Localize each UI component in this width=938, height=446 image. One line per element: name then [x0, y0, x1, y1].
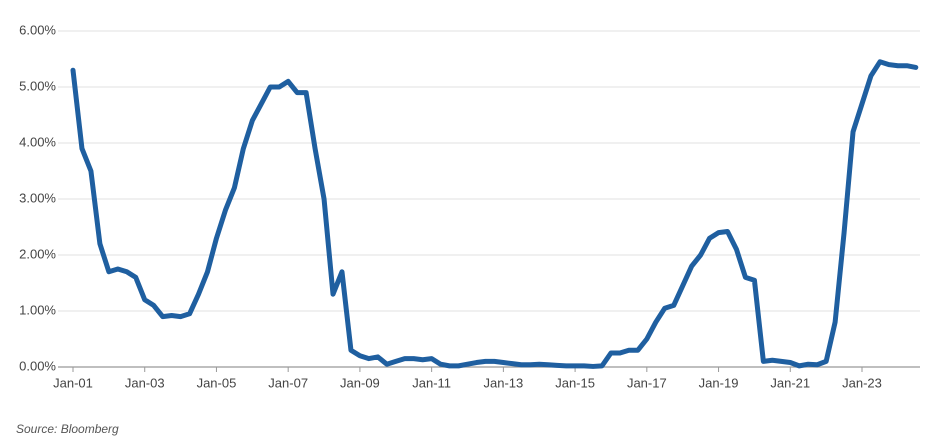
x-tick-label: Jan-09: [340, 375, 380, 390]
data-line: [70, 59, 919, 369]
y-tick-label: 6.00%: [19, 22, 56, 37]
x-tick-label: Jan-17: [627, 375, 667, 390]
y-tick-label: 5.00%: [19, 78, 56, 93]
x-tick-label: Jan-03: [125, 375, 165, 390]
x-tick-label: Jan-21: [770, 375, 810, 390]
x-tick-label: Jan-01: [53, 375, 93, 390]
y-tick-label: 0.00%: [19, 358, 56, 373]
x-tick-label: Jan-13: [483, 375, 523, 390]
x-tick-label: Jan-15: [555, 375, 595, 390]
x-tick-label: Jan-23: [842, 375, 882, 390]
x-tick-label: Jan-07: [268, 375, 308, 390]
x-tick-label: Jan-11: [412, 375, 451, 390]
y-tick-label: 1.00%: [19, 302, 56, 317]
y-tick-label: 3.00%: [19, 190, 56, 205]
y-tick-label: 4.00%: [19, 134, 56, 149]
x-tick-label: Jan-19: [699, 375, 739, 390]
x-tick-label: Jan-05: [197, 375, 237, 390]
source-note: Source: Bloomberg: [16, 422, 119, 436]
y-tick-label: 2.00%: [19, 246, 56, 261]
